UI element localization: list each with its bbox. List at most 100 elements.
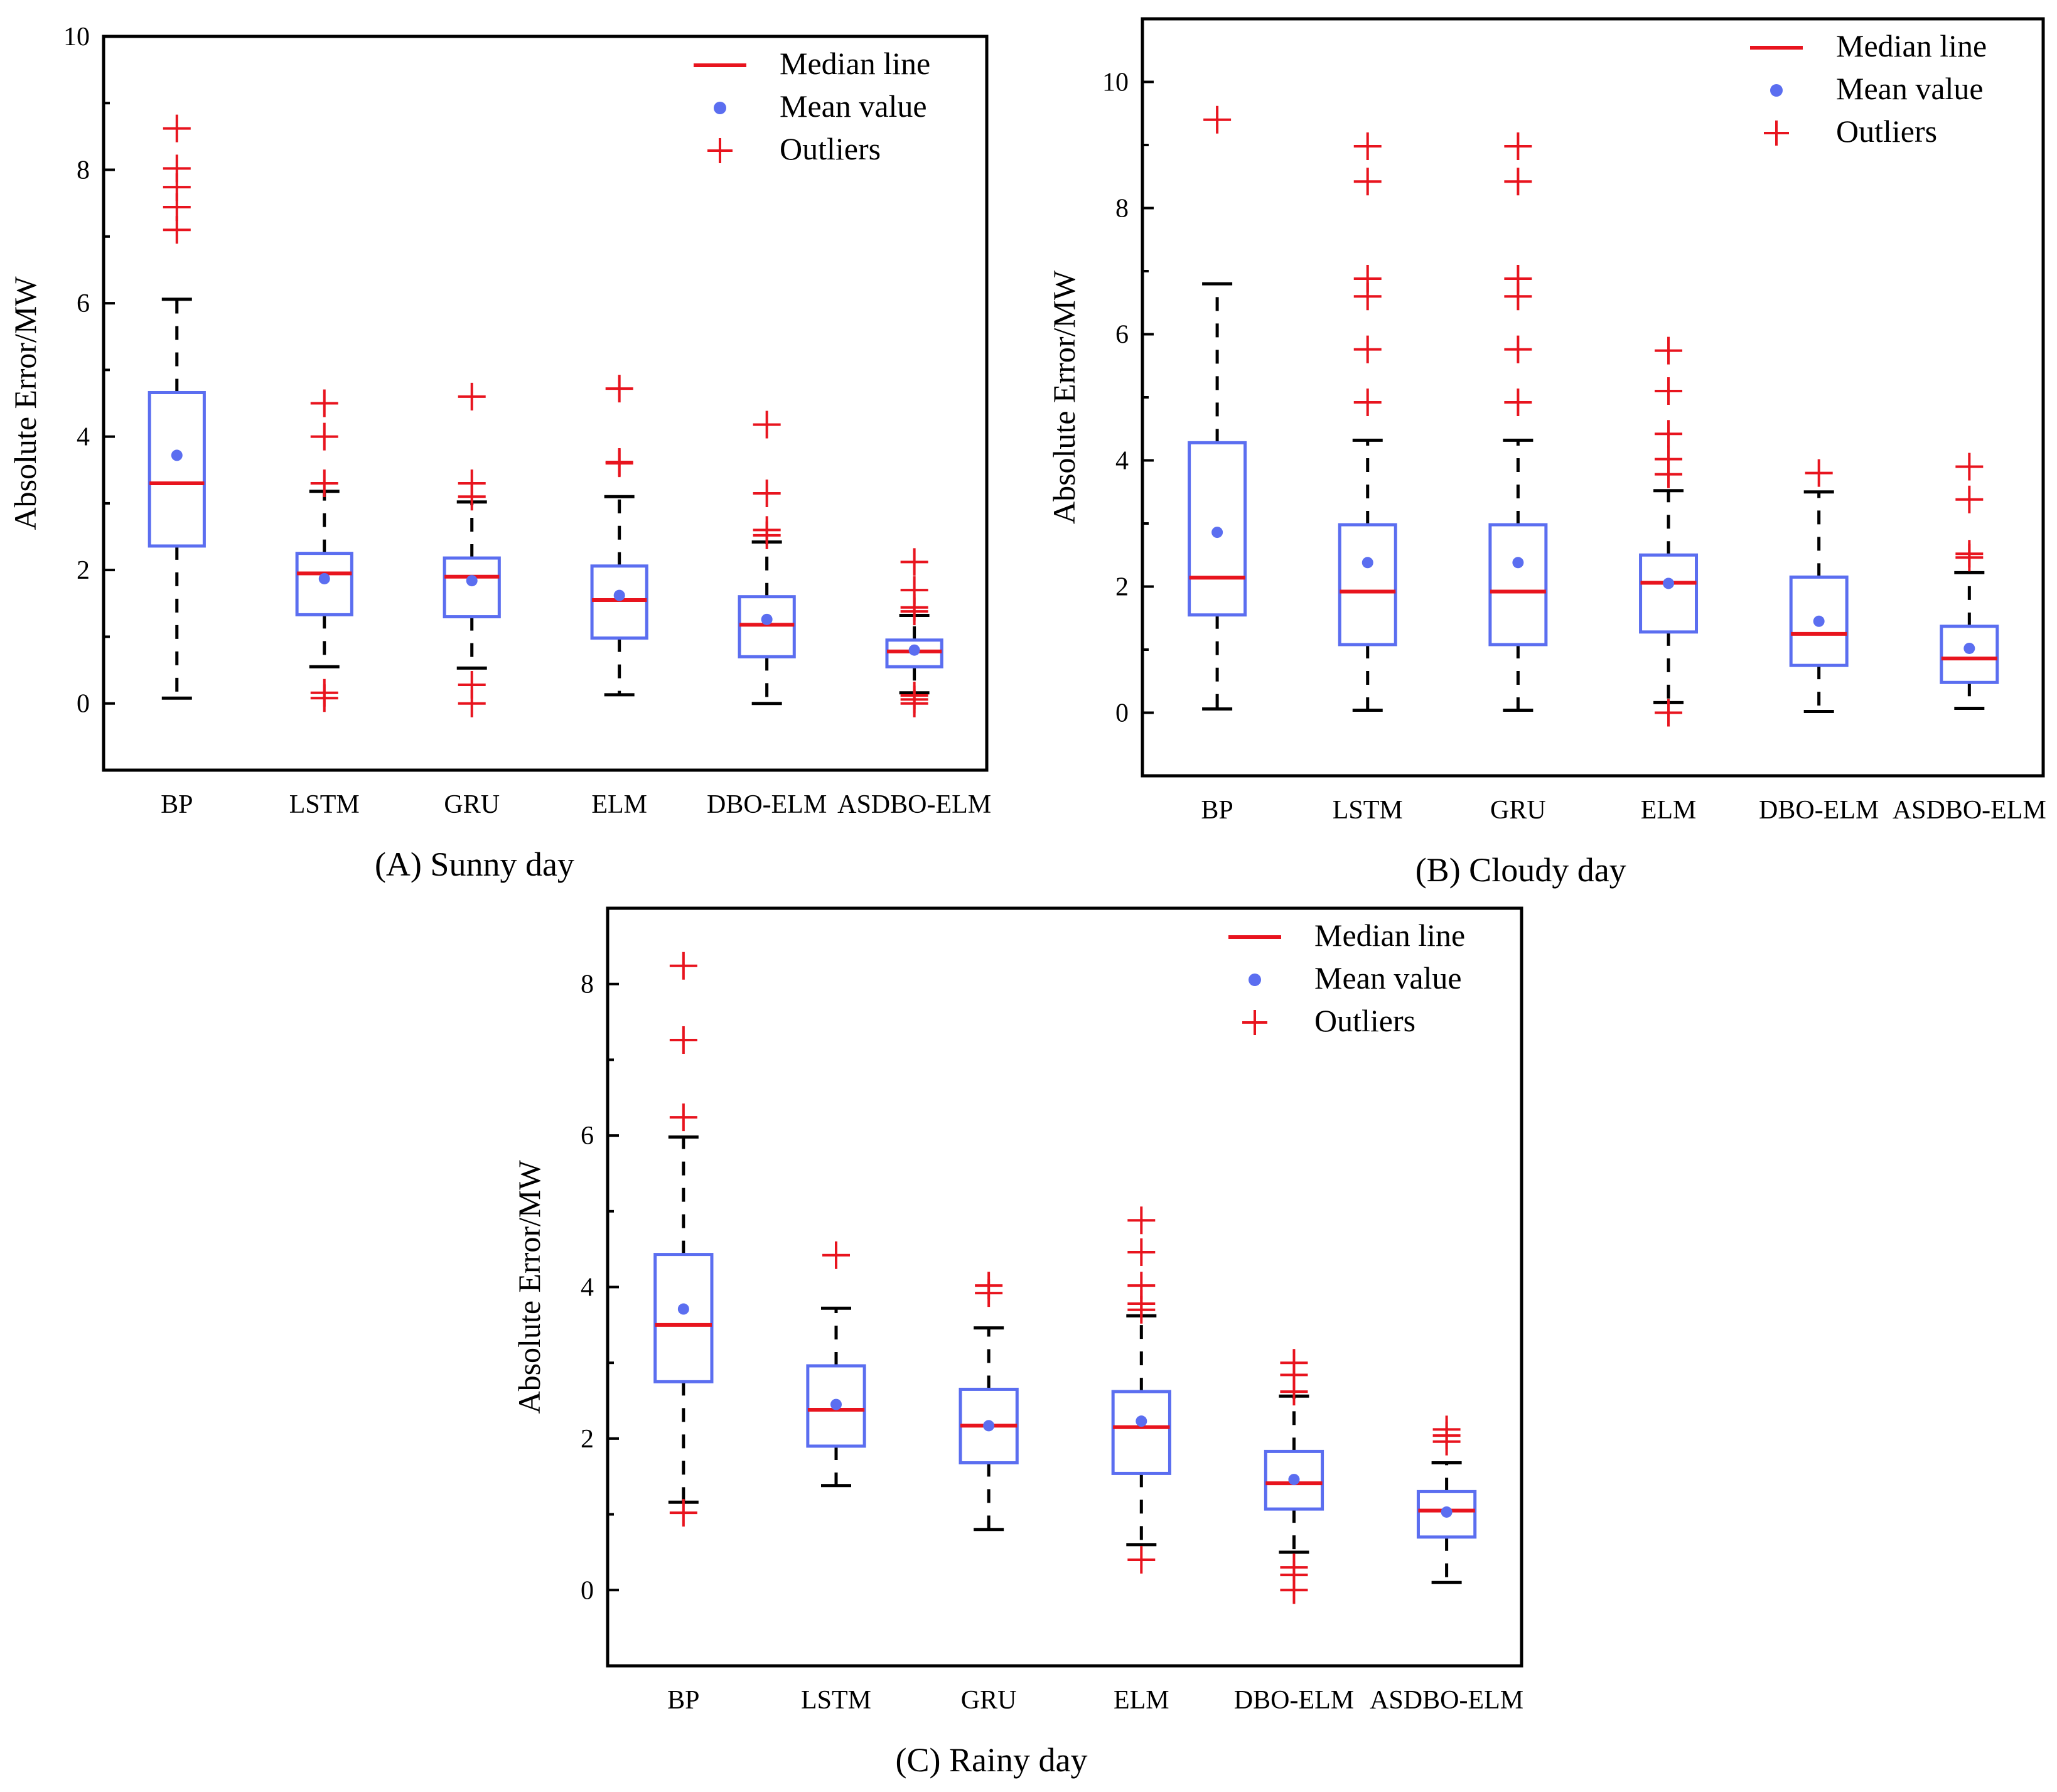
outlier-point [1127, 1272, 1156, 1300]
outlier-point [1127, 1546, 1156, 1574]
box-iqr [653, 1253, 714, 1383]
outlier-point [669, 1026, 697, 1054]
panel-a-legend: Median line Mean value Outliers [694, 46, 930, 166]
panel-a-xtick-label: GRU [444, 790, 500, 819]
outlier-point [669, 1103, 697, 1132]
mean-point [171, 449, 183, 461]
mean-point [1663, 577, 1675, 589]
legend-mean-swatch [714, 102, 726, 114]
outlier-point [1504, 335, 1532, 363]
outlier-point [310, 679, 338, 707]
outlier-point [753, 479, 781, 507]
panel-b-box-asdbo-elm [1940, 453, 1999, 710]
panel-a-box-elm [590, 375, 648, 697]
legend-mean-swatch [1770, 84, 1783, 97]
panel-b-ylabel: Absolute Error/MW [1046, 270, 1082, 524]
panel-c-xtick-label: ASDBO-ELM [1370, 1686, 1523, 1715]
panel-a-box-bp [148, 114, 206, 700]
panel-c-box-bp [653, 952, 714, 1527]
outlier-point [1805, 459, 1833, 487]
panel-c-legend: Median line Mean value Outliers [1228, 918, 1465, 1038]
panel-b-box-dbo-elm [1789, 459, 1849, 713]
outlier-point [1655, 336, 1683, 365]
panel-c-xtick-label: BP [667, 1686, 699, 1715]
outlier-point [753, 410, 781, 439]
panel-a-box-gru [443, 382, 501, 717]
outlier-point [1504, 265, 1532, 293]
outlier-point [605, 375, 633, 403]
panel-a-xtick-label: ELM [591, 790, 647, 819]
panel-b: 0 2 4 6 8 10 Absolute Error/MW BP LSTM GRU ELM DBO-… [1046, 17, 2046, 889]
outlier-point [163, 114, 191, 142]
outlier-point [1280, 1553, 1308, 1582]
panel-c-ytick-label: 4 [581, 1274, 594, 1302]
panel-b-ytick-label: 6 [1115, 321, 1129, 350]
legend-outlier-swatch [1242, 1010, 1267, 1035]
panel-a-ytick-label: 8 [77, 156, 90, 185]
box-iqr [1639, 553, 1699, 634]
panel-b-xtick-label: LSTM [1333, 796, 1403, 825]
panel-c-xtick-label: DBO-ELM [1234, 1686, 1354, 1715]
panel-c-box-dbo-elm [1264, 1349, 1324, 1604]
outlier-point [975, 1272, 1003, 1300]
outlier-point [1655, 699, 1683, 727]
panel-c-ytick-label: 8 [581, 970, 594, 999]
outlier-point [669, 1499, 697, 1527]
panel-b-box-lstm [1338, 132, 1397, 712]
panel-a-box-asdbo-elm [885, 548, 943, 717]
panel-b-ytick-label: 0 [1115, 699, 1129, 728]
box-iqr [443, 556, 501, 619]
legend-outlier-swatch [1764, 121, 1789, 146]
legend-outlier-label: Outliers [780, 131, 881, 166]
panel-c-ytick-label: 2 [581, 1425, 594, 1454]
mean-point [1963, 642, 1975, 654]
panel-b-title: (B) Cloudy day [1415, 851, 1626, 889]
outlier-point [1955, 453, 1984, 481]
legend-outlier-label: Outliers [1836, 114, 1937, 149]
outlier-point [1353, 132, 1382, 161]
outlier-point [310, 389, 338, 417]
panel-c: 0 2 4 6 8 Absolute Error/MW BP LSTM GRU ELM DBO-EL… [512, 906, 1523, 1779]
panel-a-frame [102, 35, 989, 772]
outlier-point [1353, 265, 1382, 293]
panel-c-box-lstm [806, 1241, 866, 1488]
legend-outlier-swatch [707, 138, 733, 163]
outlier-point [1655, 377, 1683, 405]
outlier-point [163, 154, 191, 183]
panel-b-xtick-label: BP [1201, 796, 1233, 825]
outlier-point [1353, 335, 1382, 363]
outlier-point [310, 422, 338, 451]
outlier-point [900, 681, 928, 709]
box-iqr [1338, 523, 1397, 647]
outlier-point [669, 952, 697, 980]
panel-c-xtick-label: ELM [1114, 1686, 1169, 1715]
mean-point [908, 644, 920, 656]
box-iqr [1111, 1390, 1171, 1475]
mean-point [1211, 527, 1223, 539]
legend-mean-label: Mean value [780, 89, 927, 124]
legend-mean-swatch [1249, 974, 1261, 986]
mean-point [613, 589, 625, 601]
legend-mean-label: Mean value [1836, 71, 1984, 106]
panel-b-box-gru [1488, 132, 1548, 712]
panel-c-box-elm [1111, 1206, 1171, 1574]
outlier-point [1280, 1349, 1308, 1377]
panel-a: 0 2 4 6 8 10 Absolute Error/MW BP LSTM GRU ELM DBO-… [8, 23, 991, 883]
panel-a-ytick-label: 6 [77, 289, 90, 318]
legend-outlier-label: Outliers [1314, 1003, 1415, 1038]
panel-a-ytick-label: 2 [77, 556, 90, 585]
panel-a-box-dbo-elm [738, 410, 796, 706]
panel-c-box-asdbo-elm [1416, 1415, 1477, 1584]
panel-a-xtick-label: LSTM [289, 790, 360, 819]
panel-a-title: (A) Sunny day [375, 845, 574, 883]
panel-c-box-gru [959, 1272, 1019, 1532]
mean-point [1512, 557, 1524, 569]
panel-a-box-lstm [295, 389, 353, 712]
outlier-point [753, 516, 781, 544]
outlier-point [458, 382, 486, 410]
outlier-point [1655, 445, 1683, 473]
outlier-point [1504, 168, 1532, 196]
box-iqr [148, 390, 206, 548]
panel-c-title: (C) Rainy day [896, 1741, 1088, 1779]
panel-c-xtick-label: GRU [961, 1686, 1017, 1715]
